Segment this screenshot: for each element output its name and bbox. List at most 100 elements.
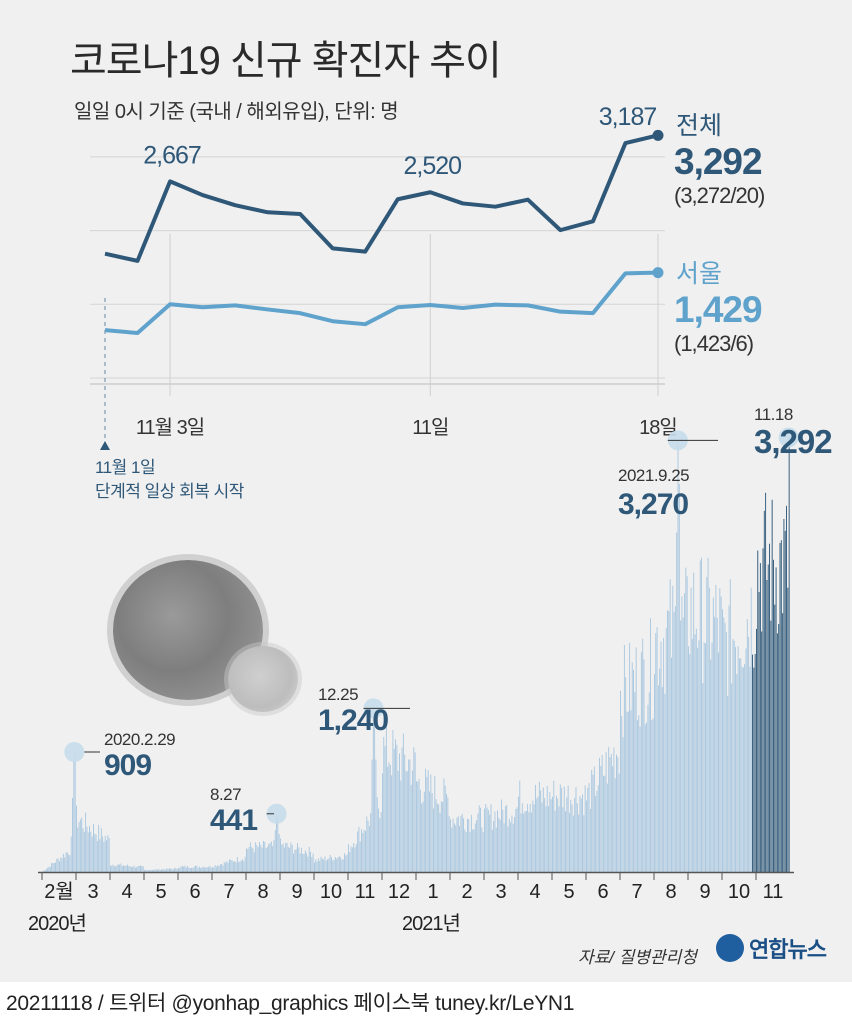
annotation-text: 단계적 일상 회복 시작 [95,482,245,501]
daily-bar [227,862,229,872]
daily-bar [378,808,379,872]
daily-bar [569,812,570,872]
daily-bar [99,839,101,872]
month-label: 3 [495,881,506,903]
daily-bar [350,846,352,872]
daily-bar [370,813,372,872]
daily-bar [235,862,237,872]
peak-marker [266,803,287,824]
daily-bar [374,715,376,872]
daily-bar [282,843,284,872]
daily-bar [656,627,658,872]
daily-bar [456,817,458,872]
daily-bar [739,658,740,872]
daily-bar [376,797,378,872]
daily-bar [459,826,461,872]
daily-bar [506,805,508,872]
daily-bar [400,780,402,872]
daily-bar [159,870,161,872]
daily-bar [130,866,132,872]
daily-bar [746,619,748,872]
daily-bar [102,836,104,872]
daily-bar [399,753,400,872]
daily-bar [448,816,450,872]
daily-bar [304,850,306,872]
virus-illustration-small [228,646,298,712]
daily-bar [59,861,60,872]
daily-bar [243,861,245,872]
daily-bar [351,847,353,872]
daily-bar [375,759,377,872]
daily-bar [229,859,230,872]
daily-bar [745,648,747,872]
daily-bar [107,835,109,872]
daily-bar [732,638,734,872]
daily-bar [609,757,611,872]
month-label: 3 [87,881,98,903]
daily-bar [106,840,107,872]
daily-bar [406,771,408,872]
daily-bar [467,818,468,872]
daily-bar [397,770,399,872]
daily-bar [783,519,785,872]
daily-bar [149,870,151,872]
daily-bar [167,869,169,872]
daily-bar [144,869,145,872]
daily-bar [123,865,124,872]
daily-bar [361,829,362,872]
daily-bar [56,858,58,872]
daily-bar [689,654,691,872]
daily-bar [74,753,76,872]
daily-bar [514,817,515,872]
daily-bar [623,644,625,872]
daily-bar [729,579,731,872]
daily-bar [396,744,398,872]
daily-bar [771,499,773,872]
daily-bar [214,865,216,872]
daily-bar [146,869,148,872]
daily-bar [685,567,687,872]
series-endpoint [652,267,664,279]
daily-bar [753,667,755,872]
daily-bar [600,766,602,872]
daily-bar [575,787,577,872]
daily-bar [740,658,742,872]
daily-bar [253,852,255,872]
daily-bar [117,864,119,872]
daily-bar [579,796,581,872]
daily-bar [775,567,777,872]
daily-bar [162,869,164,872]
daily-bar [302,853,304,872]
daily-bar [259,842,260,872]
annotation-arrow-icon [100,441,110,450]
daily-bar [643,659,645,872]
daily-bar [757,550,759,872]
month-label: 10 [728,881,750,903]
daily-bar [552,796,553,872]
daily-bar [64,857,66,872]
daily-bar [686,576,688,872]
daily-bar [145,869,147,872]
daily-bar [77,827,79,872]
daily-bar [762,548,764,872]
daily-bar [761,631,763,872]
series-endpoint [652,129,664,141]
daily-bar [780,540,782,872]
daily-bar [332,860,334,872]
daily-bar [209,865,211,872]
month-label: 8 [665,881,676,903]
daily-bar [657,685,659,872]
daily-bar [589,808,591,872]
annotation-date: 11월 1일 [95,458,155,477]
daily-bar [412,770,413,872]
daily-bar [659,668,661,872]
daily-bar [60,857,62,872]
daily-bar [518,796,519,872]
daily-bar [497,810,498,872]
daily-bar [291,845,293,872]
daily-bar [416,781,417,872]
daily-bar [65,852,67,872]
daily-bar [264,842,266,872]
daily-bar [725,631,727,872]
daily-bar [96,841,98,872]
